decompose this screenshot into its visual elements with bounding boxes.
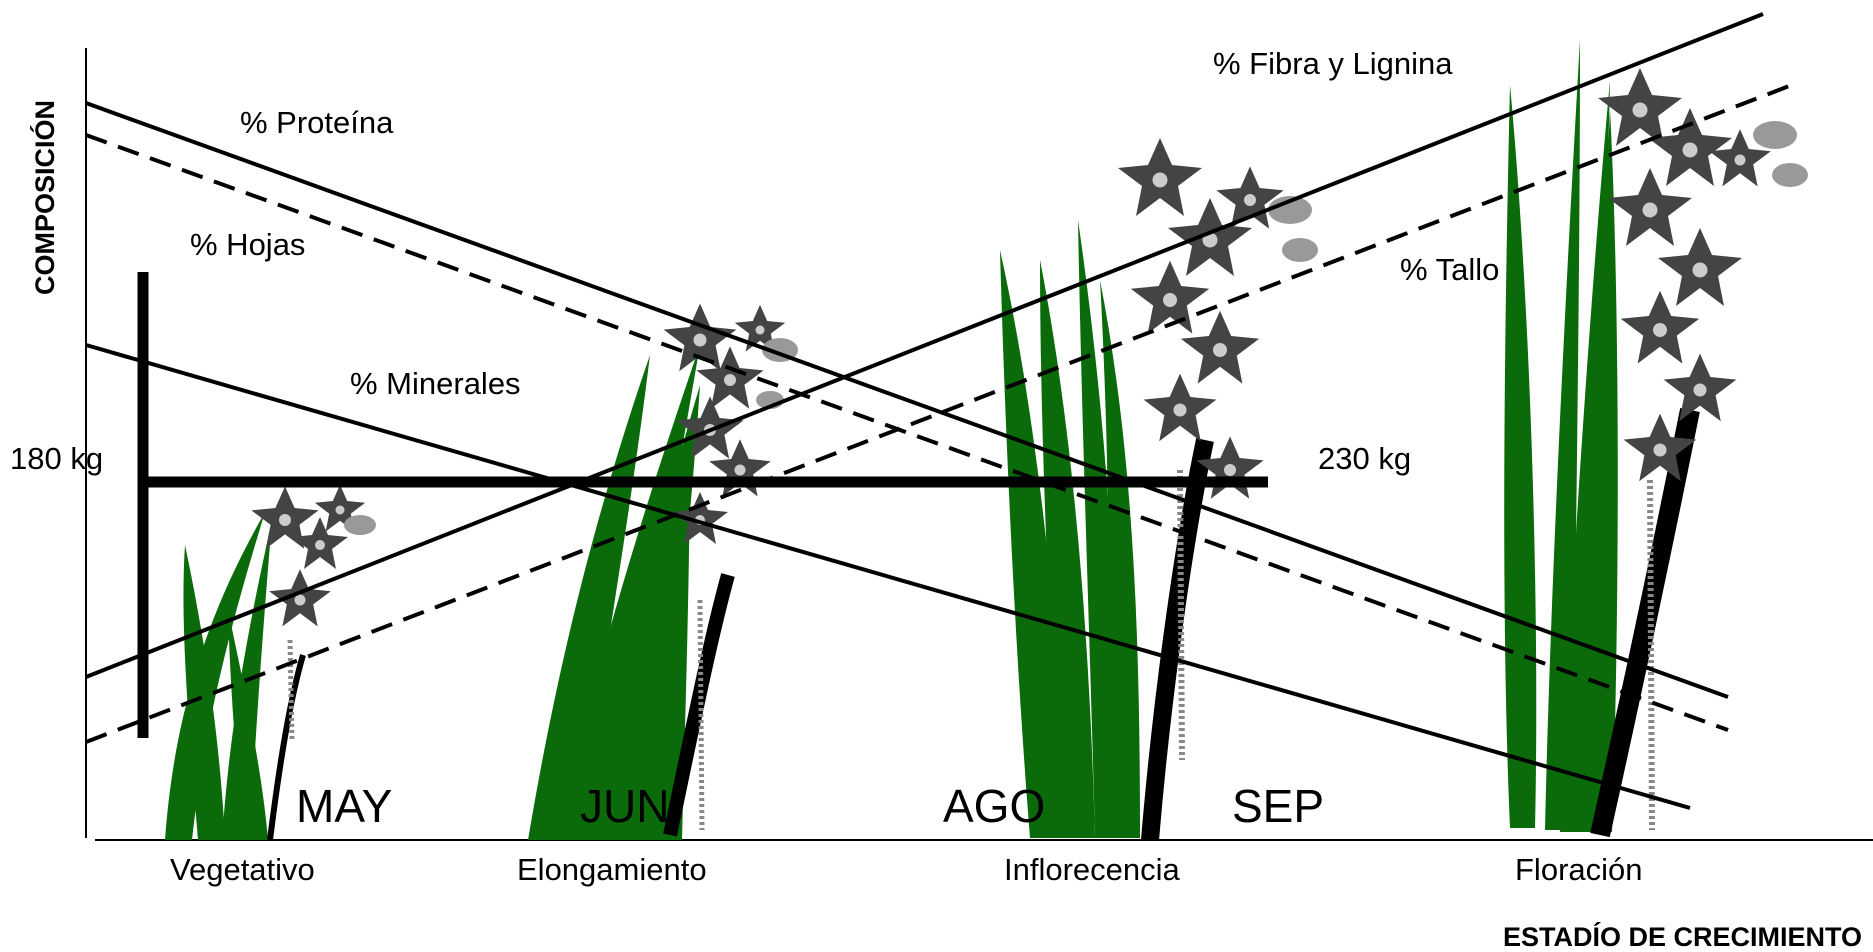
line-minerales — [85, 343, 1691, 810]
weight-right-label: 230 kg — [1318, 441, 1411, 476]
month-ago: AGO — [943, 780, 1045, 832]
month-sep: SEP — [1232, 780, 1324, 832]
plant-inflorecencia — [1000, 138, 1318, 841]
line-hojas — [85, 133, 1729, 732]
stage-floracion: Floración — [1515, 852, 1643, 887]
stage-elongamiento: Elongamiento — [517, 852, 707, 887]
plant-floracion — [1504, 40, 1808, 838]
month-may: MAY — [296, 780, 392, 832]
label-hojas: % Hojas — [190, 227, 305, 262]
y-axis-title: COMPOSICIÓN — [29, 100, 60, 295]
month-jun: JUN — [580, 780, 669, 832]
line-fibra-lignina — [85, 12, 1764, 679]
weight-left-label: 180 kg — [10, 441, 103, 476]
stage-vegetativo: Vegetativo — [170, 852, 315, 887]
label-proteina: % Proteína — [240, 105, 394, 140]
label-tallo: % Tallo — [1400, 252, 1499, 287]
label-fibra-lignina: % Fibra y Lignina — [1213, 46, 1453, 81]
line-proteina — [85, 101, 1729, 699]
label-minerales: % Minerales — [350, 366, 521, 401]
stage-inflorecencia: Inflorecencia — [1004, 852, 1181, 887]
x-axis-title: ESTADÍO DE CRECIMIENTO — [1503, 921, 1862, 952]
plant-elongamiento — [528, 303, 798, 840]
